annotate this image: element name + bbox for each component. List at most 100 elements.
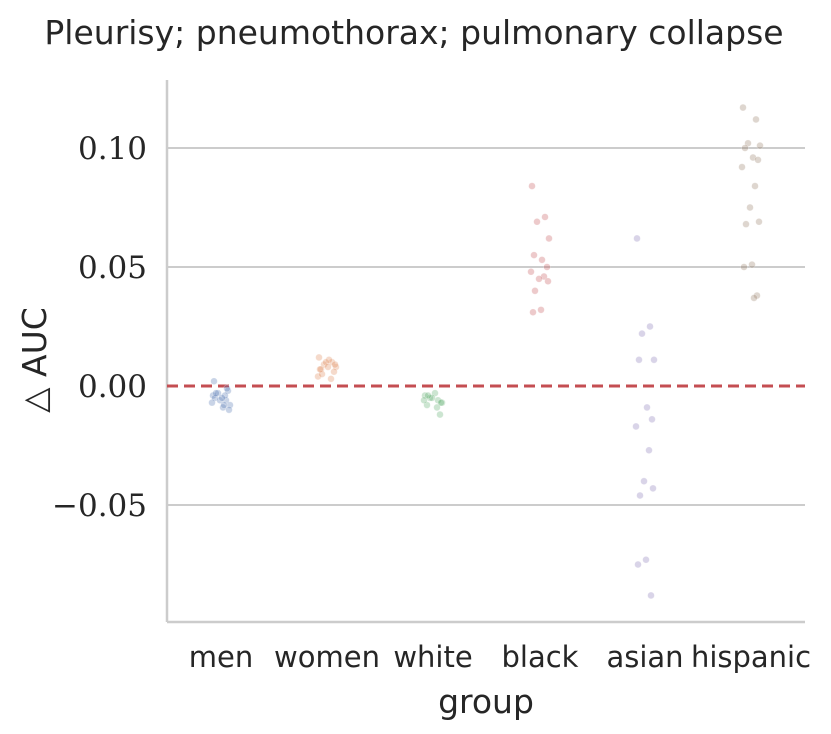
data-point [749, 153, 757, 162]
data-point [225, 406, 233, 414]
data-point [423, 401, 431, 409]
data-point [650, 356, 658, 364]
y-tick-label: 0.05 [78, 250, 147, 286]
y-tick-label: −0.05 [52, 488, 147, 524]
data-point [330, 368, 338, 376]
data-point [438, 398, 446, 407]
chart-title: Pleurisy; pneumothorax; pulmonary collap… [44, 13, 783, 52]
data-point [431, 389, 439, 397]
data-point [545, 234, 553, 243]
data-point [436, 410, 444, 419]
data-point [541, 213, 549, 221]
data-point [208, 398, 216, 407]
data-point [527, 268, 535, 276]
data-point [755, 218, 763, 226]
data-point [636, 491, 644, 500]
data-point [224, 387, 232, 395]
data-point [223, 384, 231, 393]
data-point [528, 182, 536, 190]
data-point [434, 396, 442, 404]
data-point [219, 403, 227, 412]
data-point [209, 391, 217, 400]
x-tick-label: white [393, 640, 472, 674]
data-point [216, 396, 224, 404]
x-tick-label: hispanic [691, 640, 811, 674]
data-point [332, 363, 340, 371]
data-point [540, 272, 548, 281]
data-point [543, 263, 551, 271]
data-point [538, 256, 546, 264]
data-point [537, 306, 545, 314]
y-tick-label: 0.00 [78, 369, 147, 405]
data-point [220, 401, 228, 409]
data-point [222, 396, 230, 404]
data-point [751, 182, 759, 190]
data-point [647, 591, 655, 600]
data-point [316, 365, 324, 374]
data-point [325, 356, 333, 364]
data-point [742, 220, 750, 228]
data-point [634, 560, 642, 569]
data-point [740, 263, 748, 271]
x-tick-label: asian [606, 640, 683, 674]
data-point [531, 287, 539, 295]
tick-labels: 0.10 0.05 0.00 −0.05 men women white black asian… [52, 131, 811, 674]
data-point [420, 396, 428, 404]
data-point [633, 234, 641, 243]
data-point [638, 329, 646, 338]
data-point [214, 389, 222, 397]
data-point [428, 394, 436, 402]
data-point [315, 353, 323, 362]
data-point [640, 477, 648, 485]
data-point [642, 556, 650, 564]
data-point [433, 403, 441, 412]
axes [165, 80, 805, 624]
x-axis-label: group [438, 682, 534, 721]
x-tick-label: black [502, 640, 579, 674]
data-point [744, 139, 752, 147]
data-point [756, 141, 764, 150]
data-point [739, 103, 747, 112]
data-points [208, 103, 764, 600]
data-point [649, 484, 657, 493]
data-point [746, 203, 754, 212]
data-point [318, 370, 326, 378]
data-point [218, 394, 226, 402]
data-point [211, 394, 219, 402]
data-point [535, 275, 543, 283]
data-point [212, 389, 220, 397]
data-point [210, 377, 218, 385]
data-point [426, 394, 434, 402]
data-point [327, 375, 335, 383]
data-point [530, 251, 538, 259]
data-point [544, 277, 552, 285]
data-point [533, 218, 541, 226]
data-point [424, 391, 432, 400]
data-point [632, 422, 640, 431]
data-point [646, 322, 654, 331]
y-tick-label: 0.10 [78, 131, 147, 167]
data-point [226, 401, 234, 409]
y-axis-label: △ AUC [15, 307, 54, 413]
data-point [317, 365, 325, 374]
data-point [738, 163, 746, 171]
data-point [322, 358, 330, 366]
data-point [221, 391, 229, 400]
data-point [331, 360, 339, 369]
data-point [529, 308, 537, 316]
data-point [635, 356, 643, 364]
data-point [741, 144, 749, 152]
data-point [421, 391, 429, 400]
data-point [750, 294, 758, 302]
data-point [748, 260, 756, 269]
data-point [754, 156, 762, 164]
x-tick-label: women [274, 640, 380, 674]
data-point [648, 415, 656, 424]
data-point [753, 291, 761, 300]
data-point [320, 360, 328, 369]
grid-lines [167, 147, 805, 506]
data-point [314, 372, 322, 381]
data-point [324, 363, 332, 371]
